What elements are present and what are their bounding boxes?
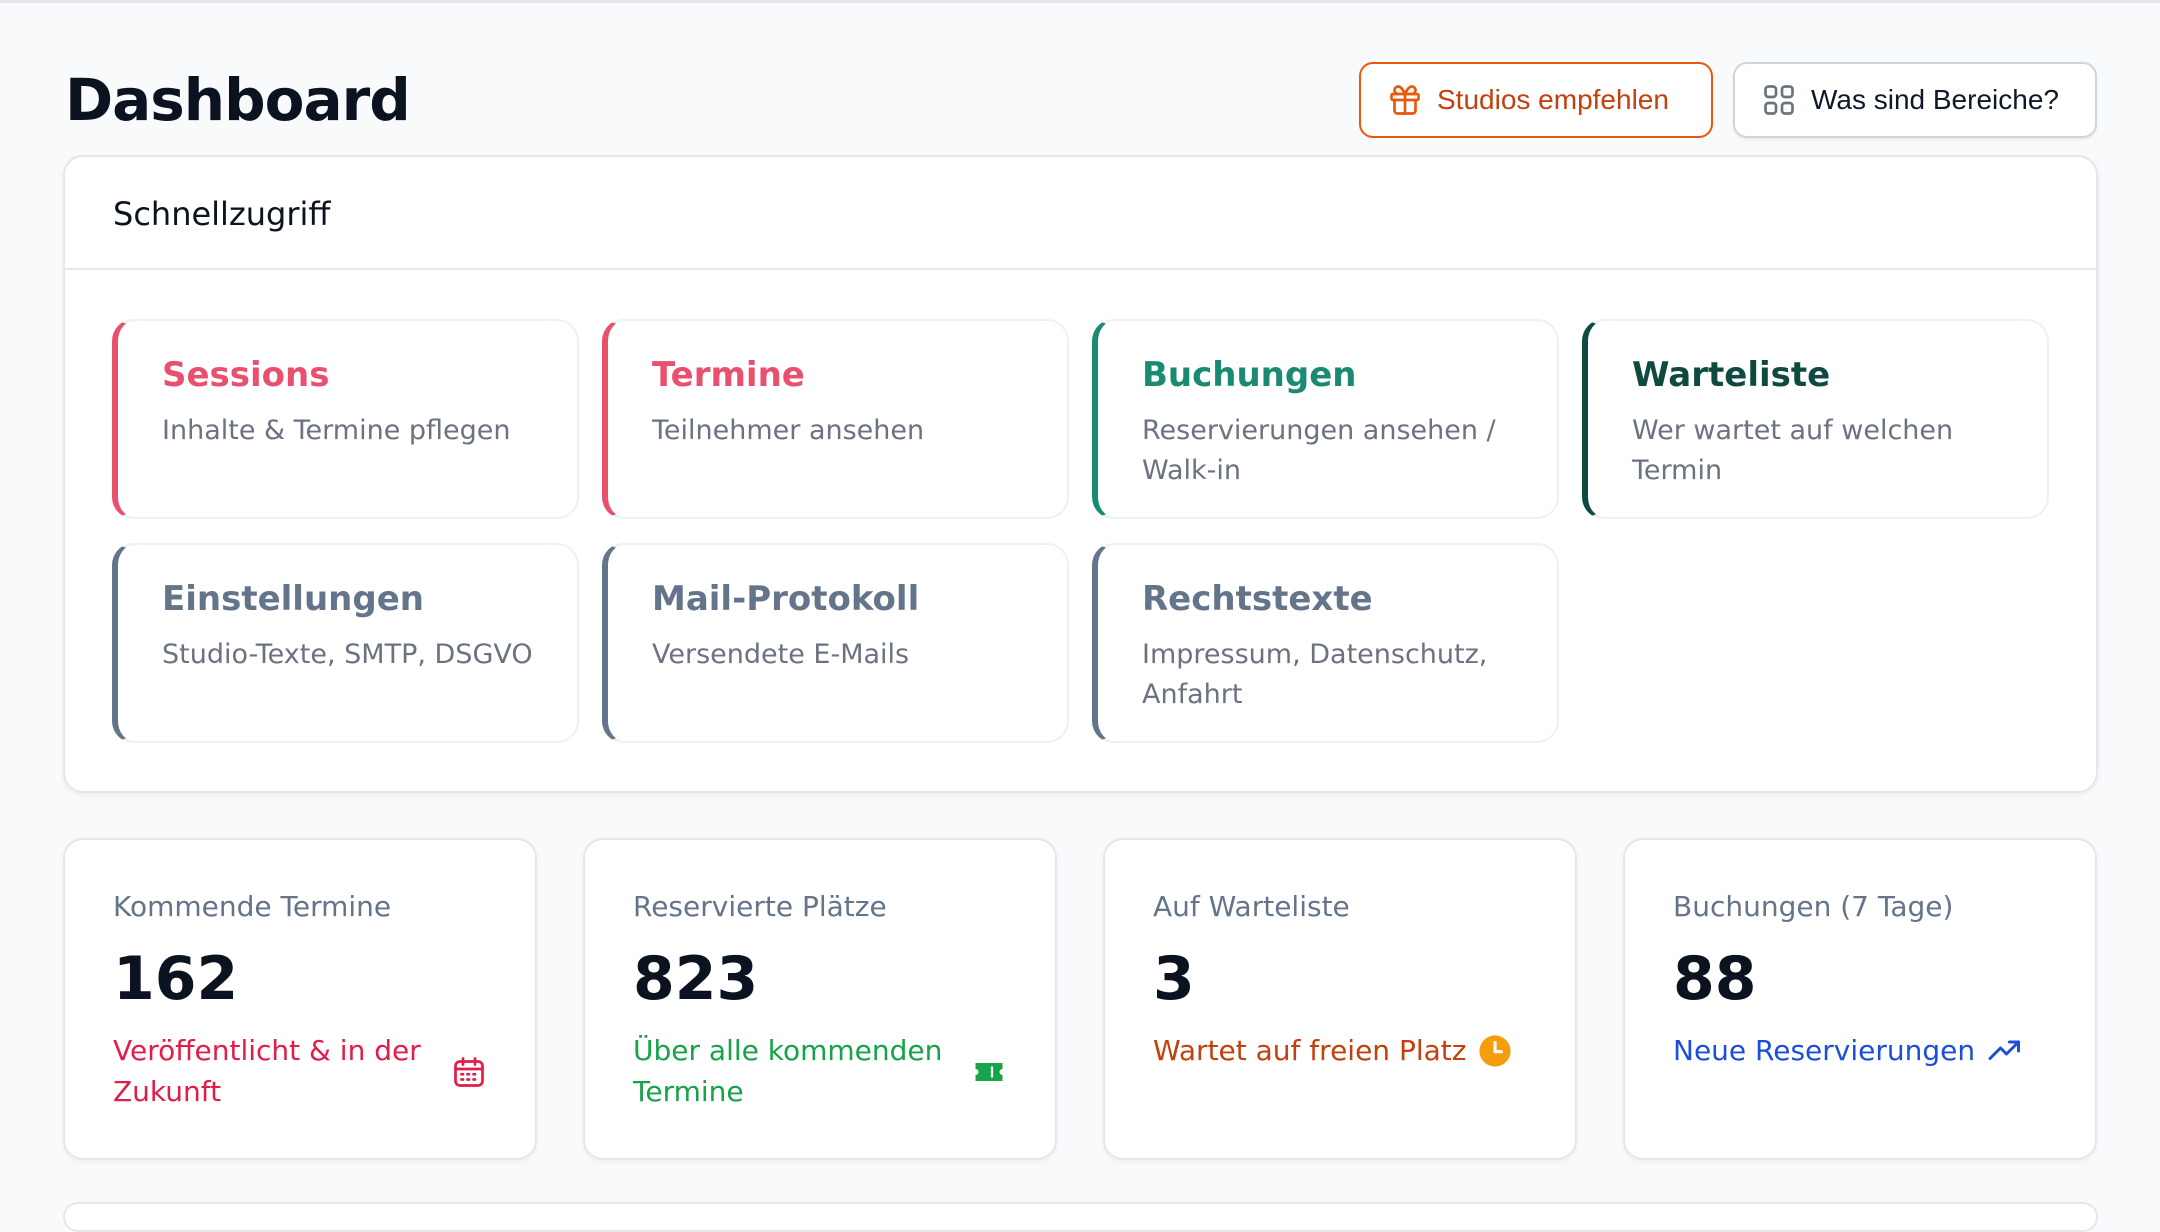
stat-value: 3	[1153, 944, 1195, 1014]
stat-card-reserved: Reservierte Plätze 823 Über alle kommend…	[583, 838, 1057, 1160]
tile-einstellungen[interactable]: Einstellungen Studio-Texte, SMTP, DSGVO	[112, 543, 579, 743]
tile-termine[interactable]: Termine Teilnehmer ansehen	[602, 319, 1069, 519]
tile-sessions[interactable]: Sessions Inhalte & Termine pflegen	[112, 319, 579, 519]
stat-footnote: Wartet auf freien Platz	[1153, 1034, 1467, 1067]
stat-value: 162	[113, 944, 239, 1014]
recommend-studios-button[interactable]: Studios empfehlen	[1359, 62, 1713, 138]
stat-label: Auf Warteliste	[1153, 890, 1350, 923]
quick-access-title: Schnellzugriff	[113, 195, 331, 233]
tile-buchungen[interactable]: Buchungen Reservierungen ansehen / Walk-…	[1092, 319, 1559, 519]
stat-card-bookings: Buchungen (7 Tage) 88 Neue Reservierunge…	[1623, 838, 2097, 1160]
quick-access-header: Schnellzugriff	[65, 157, 2096, 270]
tile-title: Warteliste	[1632, 355, 1831, 395]
recommend-studios-label: Studios empfehlen	[1437, 84, 1669, 115]
grid-icon	[1764, 85, 1794, 115]
tile-description: Inhalte & Termine pflegen	[162, 415, 511, 446]
stat-label: Reservierte Plätze	[633, 890, 887, 923]
stat-footnote: Neue Reservierungen	[1673, 1034, 1976, 1067]
stat-value: 88	[1673, 944, 1757, 1014]
tile-title: Termine	[652, 355, 805, 395]
stat-value: 823	[633, 944, 759, 1014]
tile-rechtstexte[interactable]: Rechtstexte Impressum, Datenschutz, Anfa…	[1092, 543, 1559, 743]
tile-warteliste[interactable]: Warteliste Wer wartet auf welchen Termin	[1582, 319, 2049, 519]
tile-title: Rechtstexte	[1142, 579, 1373, 619]
tile-description: Wer wartet auf welchen Termin	[1632, 415, 1954, 486]
tile-description: Teilnehmer ansehen	[652, 415, 925, 446]
quick-access-card: Schnellzugriff Sessions Inhalte & Termin…	[63, 155, 2098, 793]
ticket-icon	[975, 1063, 1003, 1081]
stat-footnote: Über alle kommenden Termine	[633, 1034, 943, 1108]
tile-title: Mail-Protokoll	[652, 579, 920, 619]
what-are-areas-button[interactable]: Was sind Bereiche?	[1733, 62, 2097, 138]
stat-label: Buchungen (7 Tage)	[1673, 890, 1954, 923]
top-border	[0, 0, 2160, 3]
tile-description: Reservierungen ansehen / Walk-in	[1142, 415, 1496, 486]
stat-footnote: Veröffentlicht & in der Zukunft	[113, 1034, 421, 1108]
gift-icon	[1390, 85, 1420, 115]
trending-up-icon	[1988, 1040, 2021, 1060]
next-section-card	[63, 1202, 2098, 1232]
stat-card-waitlist: Auf Warteliste 3 Wartet auf freien Platz	[1103, 838, 1577, 1160]
what-are-areas-label: Was sind Bereiche?	[1811, 84, 2059, 115]
tile-title: Buchungen	[1142, 355, 1357, 395]
tile-mail-protokoll[interactable]: Mail-Protokoll Versendete E-Mails	[602, 543, 1069, 743]
tile-description: Impressum, Datenschutz, Anfahrt	[1142, 639, 1488, 710]
tile-description: Versendete E-Mails	[652, 639, 910, 670]
stat-label: Kommende Termine	[113, 890, 392, 923]
stat-footnote-row: Neue Reservierungen	[1673, 1030, 2073, 1071]
calendar-icon	[454, 1057, 484, 1087]
tile-title: Sessions	[162, 355, 330, 395]
page-title: Dashboard	[65, 66, 411, 134]
tile-title: Einstellungen	[162, 579, 424, 619]
stat-card-upcoming: Kommende Termine 162 Veröffentlicht & in…	[63, 838, 537, 1160]
stat-footnote-row: Wartet auf freien Platz	[1153, 1030, 1553, 1071]
tile-description: Studio-Texte, SMTP, DSGVO	[162, 639, 533, 670]
clock-icon	[1479, 1034, 1512, 1067]
page-header: Dashboard Studios empfehlen Was sind Ber…	[65, 62, 2097, 140]
